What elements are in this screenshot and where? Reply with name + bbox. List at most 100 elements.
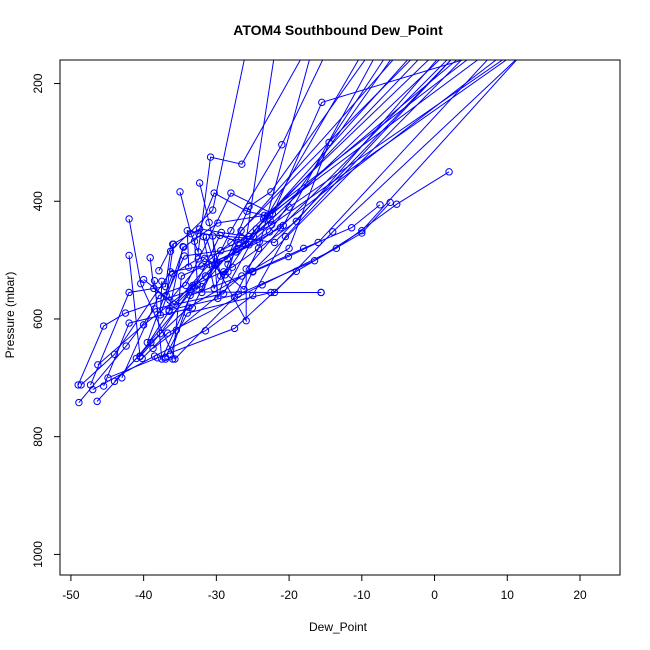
series-31-point-3 xyxy=(258,281,266,289)
series-20-point-5 xyxy=(358,226,366,235)
series-30-point-3 xyxy=(230,324,239,333)
series-25-point-1 xyxy=(199,232,207,241)
series-18-point-5 xyxy=(267,221,276,229)
series-12-point-2 xyxy=(150,284,158,293)
series-31-point-5 xyxy=(393,200,401,208)
series-18-point-4 xyxy=(217,246,225,255)
series-3-point-3 xyxy=(166,268,175,276)
series-32-point-5 xyxy=(318,98,326,107)
series-line-8 xyxy=(128,60,310,360)
series-29-point-5 xyxy=(347,224,356,232)
series-1-point-1 xyxy=(93,397,101,406)
series-3-point-2 xyxy=(110,350,119,358)
series-29-point-1 xyxy=(149,344,157,353)
y-tick-label: 200 xyxy=(31,73,45,93)
series-34-point-4 xyxy=(227,189,235,197)
series-28-point-2 xyxy=(186,291,194,300)
series-line-28 xyxy=(170,60,488,355)
series-21-point-5 xyxy=(270,238,279,247)
x-tick-label: 20 xyxy=(573,588,587,602)
series-22-point-3 xyxy=(210,189,218,197)
series-23-point-5 xyxy=(267,188,275,196)
series-5-point-2 xyxy=(122,342,130,350)
series-12-point-1 xyxy=(146,254,154,262)
series-8-point-1 xyxy=(125,215,133,223)
y-tick-label: 400 xyxy=(31,191,45,211)
y-tick-label: 1000 xyxy=(31,541,45,568)
x-axis-label: Dew_Point xyxy=(309,620,368,634)
plot-frame xyxy=(59,59,621,576)
series-35-point-2 xyxy=(169,269,177,278)
chart-title: ATOM4 Southbound Dew_Point xyxy=(233,22,443,38)
series-16-point-5 xyxy=(265,228,274,236)
series-14-point-3 xyxy=(195,225,204,233)
y-axis-label: Pressure (mbar) xyxy=(3,272,17,359)
series-17-point-5 xyxy=(317,288,325,297)
series-19-point-1 xyxy=(176,188,184,196)
x-tick-label: -20 xyxy=(280,588,298,602)
x-tick-label: -10 xyxy=(353,588,371,602)
series-9-point-1 xyxy=(125,251,133,260)
series-31-point-4 xyxy=(332,244,341,253)
series-line-34 xyxy=(121,60,458,379)
series-4-point-1 xyxy=(74,381,82,389)
series-4-point-2 xyxy=(99,322,108,330)
series-27-point-5 xyxy=(249,232,258,241)
x-tick-label: -50 xyxy=(62,588,80,602)
series-33-point-3 xyxy=(188,304,197,312)
series-26-point-4 xyxy=(242,265,250,273)
series-34-point-1 xyxy=(118,374,126,382)
series-line-15 xyxy=(159,60,468,316)
series-27-point-3 xyxy=(224,260,232,268)
series-32-point-1 xyxy=(94,361,102,369)
series-layer xyxy=(74,60,518,407)
series-15-point-3 xyxy=(179,243,188,251)
series-11-point-1 xyxy=(139,275,148,284)
series-12-point-5 xyxy=(255,238,263,246)
series-line-13 xyxy=(154,60,275,361)
series-21-point-2 xyxy=(183,226,191,235)
series-10-point-2 xyxy=(156,329,165,338)
series-33-point-2 xyxy=(125,319,133,327)
y-tick-label: 600 xyxy=(31,309,45,329)
series-4-point-3 xyxy=(121,309,130,317)
series-line-35 xyxy=(146,60,504,343)
series-line-7 xyxy=(114,60,517,382)
series-7-point-2 xyxy=(132,354,141,363)
series-line-30 xyxy=(107,202,391,379)
series-13-point-1 xyxy=(150,277,159,285)
series-30-point-6 xyxy=(386,198,394,207)
x-tick-label: 10 xyxy=(501,588,515,602)
series-24-point-1 xyxy=(195,179,204,187)
series-6-point-1 xyxy=(89,385,97,394)
series-20-point-1 xyxy=(179,242,187,251)
series-19-point-5 xyxy=(238,160,246,168)
series-23-point-4 xyxy=(245,202,253,211)
series-11-point-2 xyxy=(166,296,174,304)
series-31-point-1 xyxy=(138,354,146,363)
series-22-point-4 xyxy=(243,207,251,215)
series-24-point-2 xyxy=(205,218,213,227)
series-30-point-2 xyxy=(153,354,162,362)
series-34-point-5 xyxy=(268,209,277,218)
series-32-point-4 xyxy=(266,216,274,224)
series-31-point-6 xyxy=(445,168,453,176)
y-axis: 200 400 600 800 1000 xyxy=(31,73,60,568)
series-26-point-5 xyxy=(279,221,287,230)
series-line-2 xyxy=(90,60,245,386)
series-29-point-6 xyxy=(376,201,384,209)
series-29-point-4 xyxy=(299,244,308,253)
series-25-point-4 xyxy=(240,285,248,294)
x-axis: -50 -40 -30 -20 -10 0 10 20 xyxy=(62,575,587,602)
series-15-point-1 xyxy=(158,277,166,286)
series-25-point-3 xyxy=(219,268,228,276)
y-tick-label: 800 xyxy=(31,426,45,446)
series-line-10 xyxy=(139,60,438,357)
x-tick-label: -30 xyxy=(208,588,226,602)
series-line-6 xyxy=(92,60,452,391)
series-16-point-3 xyxy=(177,272,186,280)
series-5-point-1 xyxy=(75,398,83,407)
series-18-point-1 xyxy=(169,240,178,248)
series-line-33 xyxy=(103,60,324,387)
